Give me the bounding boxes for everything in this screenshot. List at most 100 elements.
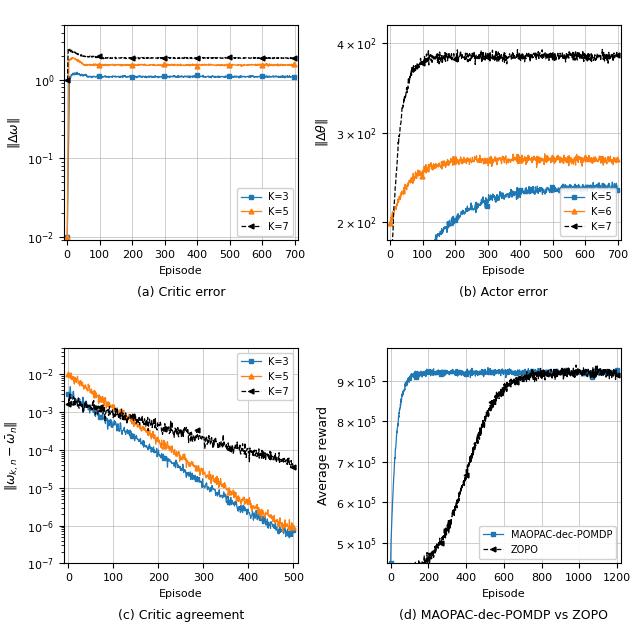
K=5 (249, 502, 257, 510)
K=3 (65, 391, 72, 398)
K=3 (291, 73, 298, 81)
K=5 (136, 62, 143, 69)
Line: K=3: K=3 (65, 69, 297, 239)
K=6 (613, 155, 621, 163)
K=5 (68, 54, 76, 61)
K=6 (387, 219, 394, 227)
MAOPAC-dec-POMDP (463, 366, 470, 374)
K=5 (213, 62, 221, 69)
Text: (a) Critic error: (a) Critic error (137, 286, 225, 299)
K=3 (67, 383, 74, 391)
K=6 (536, 153, 543, 161)
K=5 (609, 178, 616, 186)
K=5 (67, 369, 75, 377)
K=5 (591, 182, 598, 189)
K=7 (268, 54, 276, 62)
MAOPAC-dec-POMDP (613, 366, 621, 374)
K=3 (119, 73, 127, 81)
MAOPAC-dec-POMDP (485, 368, 493, 376)
Legend: K=3, K=5, K=7: K=3, K=5, K=7 (237, 188, 293, 235)
ZOPO (485, 406, 493, 413)
K=7 (119, 54, 127, 61)
MAOPAC-dec-POMDP (484, 364, 492, 371)
MAOPAC-dec-POMDP (511, 371, 518, 378)
ZOPO (593, 361, 601, 369)
Text: (c) Critic agreement: (c) Critic agreement (118, 609, 244, 622)
K=6 (442, 159, 450, 167)
Line: K=7: K=7 (66, 392, 296, 470)
K=7 (287, 464, 294, 471)
ZOPO (506, 381, 513, 388)
K=7 (213, 54, 221, 61)
K=5 (128, 61, 136, 69)
K=5 (285, 526, 292, 533)
MAOPAC-dec-POMDP (506, 369, 513, 377)
K=7 (173, 430, 180, 438)
K=3 (289, 526, 297, 534)
K=7 (172, 426, 179, 434)
K=5 (173, 450, 180, 458)
K=7 (187, 429, 195, 436)
MAOPAC-dec-POMDP (417, 370, 424, 377)
K=5 (187, 460, 195, 468)
Line: K=6: K=6 (388, 151, 620, 225)
K=7 (65, 400, 72, 408)
ZOPO (401, 576, 408, 583)
K=5 (279, 528, 287, 535)
Line: K=5: K=5 (388, 180, 620, 364)
MAOPAC-dec-POMDP (425, 370, 433, 377)
K=7 (136, 54, 143, 62)
K=7 (613, 51, 621, 59)
Text: (b) Actor error: (b) Actor error (460, 286, 548, 299)
X-axis label: Episode: Episode (159, 265, 203, 275)
Line: K=7: K=7 (65, 46, 297, 82)
K=5 (65, 370, 72, 377)
ZOPO (417, 562, 425, 569)
ZOPO (511, 376, 518, 384)
K=7 (63, 76, 71, 84)
Y-axis label: $\|\Delta\omega\|$: $\|\Delta\omega\|$ (6, 117, 22, 148)
Y-axis label: $\|\omega_{k,n} - \bar{\omega}_n\|$: $\|\omega_{k,n} - \bar{\omega}_n\|$ (4, 421, 21, 491)
K=7 (591, 51, 598, 59)
Line: K=5: K=5 (65, 55, 297, 239)
K=3 (172, 464, 179, 471)
K=5 (268, 61, 276, 69)
K=3 (284, 532, 292, 540)
K=3 (128, 73, 136, 81)
Line: ZOPO: ZOPO (388, 362, 620, 582)
Line: K=7: K=7 (388, 47, 620, 305)
K=7 (284, 459, 292, 467)
K=6 (451, 161, 458, 168)
MAOPAC-dec-POMDP (387, 560, 394, 567)
K=3 (249, 511, 257, 519)
K=7 (289, 463, 297, 471)
K=7 (458, 49, 466, 57)
K=5 (451, 220, 458, 228)
K=5 (563, 188, 571, 195)
X-axis label: Episode: Episode (159, 588, 203, 598)
K=7 (249, 447, 257, 454)
K=7 (66, 391, 74, 398)
K=7 (563, 55, 571, 63)
K=7 (451, 53, 458, 61)
Legend: K=3, K=5, K=7: K=3, K=5, K=7 (237, 353, 293, 401)
K=6 (541, 150, 548, 158)
K=3 (213, 73, 221, 80)
K=5 (442, 223, 449, 231)
K=3 (241, 73, 248, 80)
K=5 (289, 523, 297, 531)
Text: (d) MAOPAC-dec-POMDP vs ZOPO: (d) MAOPAC-dec-POMDP vs ZOPO (399, 609, 609, 622)
K=3 (187, 468, 195, 476)
K=7 (598, 46, 606, 53)
Y-axis label: Average reward: Average reward (317, 406, 330, 505)
K=7 (536, 51, 543, 58)
K=6 (564, 158, 572, 166)
K=3 (73, 68, 81, 76)
ZOPO (613, 371, 621, 378)
K=5 (63, 233, 71, 240)
K=5 (387, 358, 394, 366)
K=3 (63, 233, 71, 240)
K=7 (65, 45, 72, 53)
ZOPO (425, 550, 433, 558)
K=5 (458, 208, 466, 215)
